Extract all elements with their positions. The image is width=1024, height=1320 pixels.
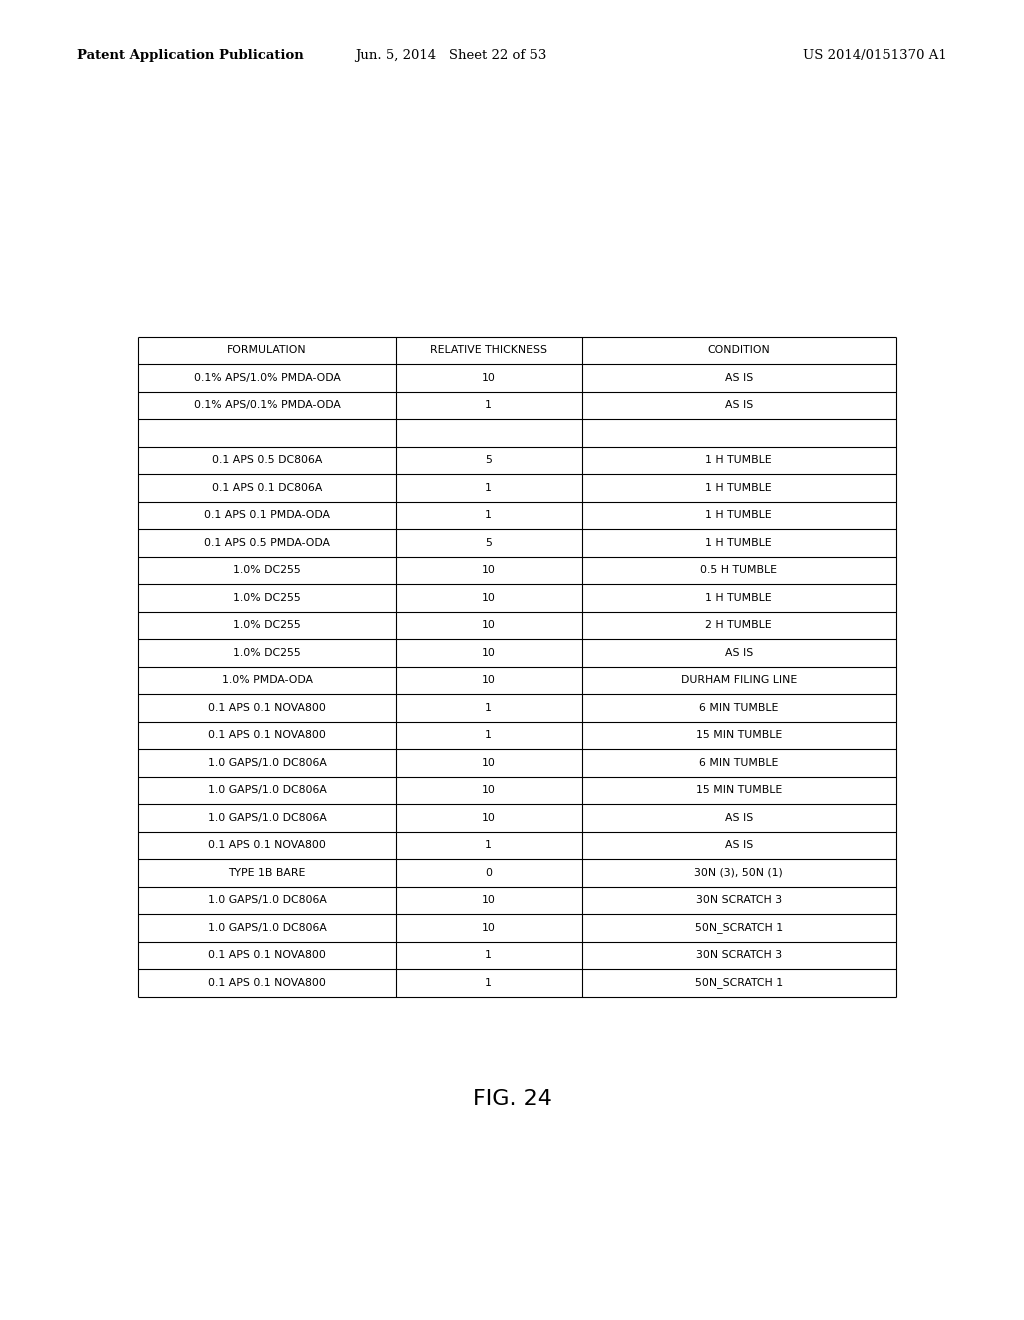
Text: 50N_SCRATCH 1: 50N_SCRATCH 1 xyxy=(694,977,782,989)
Text: 10: 10 xyxy=(481,372,496,383)
Text: 0: 0 xyxy=(485,867,493,878)
Text: 1.0% DC255: 1.0% DC255 xyxy=(233,620,301,631)
Text: 1.0% PMDA-ODA: 1.0% PMDA-ODA xyxy=(221,676,312,685)
Text: FIG. 24: FIG. 24 xyxy=(472,1089,552,1109)
Text: 10: 10 xyxy=(481,785,496,796)
Text: 0.1 APS 0.1 PMDA-ODA: 0.1 APS 0.1 PMDA-ODA xyxy=(204,511,330,520)
Text: 0.1% APS/0.1% PMDA-ODA: 0.1% APS/0.1% PMDA-ODA xyxy=(194,400,341,411)
Text: 1.0% DC255: 1.0% DC255 xyxy=(233,565,301,576)
Text: 0.1 APS 0.5 DC806A: 0.1 APS 0.5 DC806A xyxy=(212,455,323,466)
Text: 1 H TUMBLE: 1 H TUMBLE xyxy=(706,593,772,603)
Text: 30N (3), 50N (1): 30N (3), 50N (1) xyxy=(694,867,783,878)
Text: 6 MIN TUMBLE: 6 MIN TUMBLE xyxy=(699,702,778,713)
Text: 1.0 GAPS/1.0 DC806A: 1.0 GAPS/1.0 DC806A xyxy=(208,923,327,933)
Text: 0.5 H TUMBLE: 0.5 H TUMBLE xyxy=(700,565,777,576)
Text: 0.1 APS 0.1 NOVA800: 0.1 APS 0.1 NOVA800 xyxy=(208,950,326,961)
Text: 1: 1 xyxy=(485,400,493,411)
Text: 1: 1 xyxy=(485,483,493,492)
Text: US 2014/0151370 A1: US 2014/0151370 A1 xyxy=(804,49,947,62)
Text: DURHAM FILING LINE: DURHAM FILING LINE xyxy=(681,676,797,685)
Text: AS IS: AS IS xyxy=(725,648,753,657)
Text: 10: 10 xyxy=(481,648,496,657)
Text: 10: 10 xyxy=(481,895,496,906)
Text: 10: 10 xyxy=(481,923,496,933)
Text: 1 H TUMBLE: 1 H TUMBLE xyxy=(706,537,772,548)
Text: 1: 1 xyxy=(485,730,493,741)
Text: Jun. 5, 2014   Sheet 22 of 53: Jun. 5, 2014 Sheet 22 of 53 xyxy=(355,49,546,62)
Text: 0.1% APS/1.0% PMDA-ODA: 0.1% APS/1.0% PMDA-ODA xyxy=(194,372,341,383)
Text: 10: 10 xyxy=(481,565,496,576)
Text: 1: 1 xyxy=(485,511,493,520)
Text: 10: 10 xyxy=(481,758,496,768)
Text: 6 MIN TUMBLE: 6 MIN TUMBLE xyxy=(699,758,778,768)
Text: 5: 5 xyxy=(485,537,493,548)
Text: CONDITION: CONDITION xyxy=(708,346,770,355)
Text: 15 MIN TUMBLE: 15 MIN TUMBLE xyxy=(695,785,782,796)
Text: RELATIVE THICKNESS: RELATIVE THICKNESS xyxy=(430,346,547,355)
Text: Patent Application Publication: Patent Application Publication xyxy=(77,49,303,62)
Text: AS IS: AS IS xyxy=(725,841,753,850)
Text: 30N SCRATCH 3: 30N SCRATCH 3 xyxy=(695,895,782,906)
Text: 1.0 GAPS/1.0 DC806A: 1.0 GAPS/1.0 DC806A xyxy=(208,785,327,796)
Text: 1.0 GAPS/1.0 DC806A: 1.0 GAPS/1.0 DC806A xyxy=(208,813,327,822)
Text: 1: 1 xyxy=(485,702,493,713)
Text: 10: 10 xyxy=(481,593,496,603)
Text: 15 MIN TUMBLE: 15 MIN TUMBLE xyxy=(695,730,782,741)
Text: 0.1 APS 0.1 DC806A: 0.1 APS 0.1 DC806A xyxy=(212,483,323,492)
Text: 30N SCRATCH 3: 30N SCRATCH 3 xyxy=(695,950,782,961)
Text: AS IS: AS IS xyxy=(725,813,753,822)
Text: 1 H TUMBLE: 1 H TUMBLE xyxy=(706,455,772,466)
Text: 0.1 APS 0.1 NOVA800: 0.1 APS 0.1 NOVA800 xyxy=(208,841,326,850)
Text: 1 H TUMBLE: 1 H TUMBLE xyxy=(706,483,772,492)
Text: 1.0% DC255: 1.0% DC255 xyxy=(233,593,301,603)
Text: 1.0 GAPS/1.0 DC806A: 1.0 GAPS/1.0 DC806A xyxy=(208,895,327,906)
Text: TYPE 1B BARE: TYPE 1B BARE xyxy=(228,867,306,878)
Text: 10: 10 xyxy=(481,813,496,822)
Text: 50N_SCRATCH 1: 50N_SCRATCH 1 xyxy=(694,923,782,933)
Text: 10: 10 xyxy=(481,676,496,685)
Text: 1.0% DC255: 1.0% DC255 xyxy=(233,648,301,657)
Text: 0.1 APS 0.1 NOVA800: 0.1 APS 0.1 NOVA800 xyxy=(208,978,326,987)
Text: 0.1 APS 0.5 PMDA-ODA: 0.1 APS 0.5 PMDA-ODA xyxy=(204,537,330,548)
Text: 1: 1 xyxy=(485,950,493,961)
Text: FORMULATION: FORMULATION xyxy=(227,346,307,355)
Text: 1: 1 xyxy=(485,978,493,987)
Text: AS IS: AS IS xyxy=(725,400,753,411)
Text: 0.1 APS 0.1 NOVA800: 0.1 APS 0.1 NOVA800 xyxy=(208,730,326,741)
Text: AS IS: AS IS xyxy=(725,372,753,383)
Text: 1.0 GAPS/1.0 DC806A: 1.0 GAPS/1.0 DC806A xyxy=(208,758,327,768)
Text: 2 H TUMBLE: 2 H TUMBLE xyxy=(706,620,772,631)
Text: 10: 10 xyxy=(481,620,496,631)
Text: 1 H TUMBLE: 1 H TUMBLE xyxy=(706,511,772,520)
Text: 0.1 APS 0.1 NOVA800: 0.1 APS 0.1 NOVA800 xyxy=(208,702,326,713)
Text: 1: 1 xyxy=(485,841,493,850)
Text: 5: 5 xyxy=(485,455,493,466)
